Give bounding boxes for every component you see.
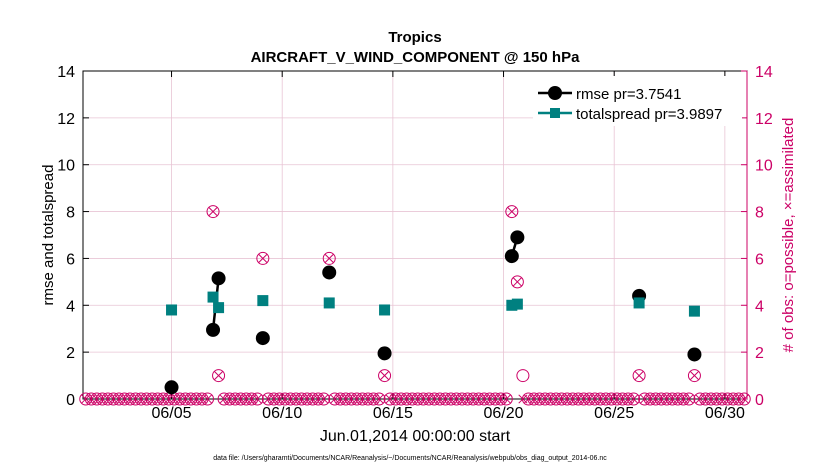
totalspread-point <box>323 297 335 309</box>
obs-assimilated-marker <box>374 394 384 404</box>
obs-possible-marker <box>372 392 386 406</box>
rmse-point <box>211 271 226 286</box>
obs-assimilated-marker <box>208 207 218 217</box>
legend-totalspread-label: totalspread pr=3.9897 <box>576 106 722 123</box>
obs-possible-marker <box>250 392 264 406</box>
obs-assimilated-marker <box>684 394 694 404</box>
chart-subtitle: AIRCRAFT_V_WIND_COMPONENT @ 150 hPa <box>251 49 581 66</box>
totalspread-point <box>506 299 518 311</box>
y2-tick-label: 8 <box>755 205 764 222</box>
obs-count-markers <box>79 205 751 406</box>
obs-possible-marker <box>317 392 331 406</box>
obs-assimilated-marker <box>501 394 511 404</box>
obs-possible-marker <box>378 369 392 383</box>
x-tick-label: 06/30 <box>705 405 745 422</box>
obs-possible-marker <box>737 392 751 406</box>
x-axis-label: Jun.01,2014 00:00:00 start <box>320 428 511 445</box>
y2-tick-label: 2 <box>755 345 764 362</box>
obs-assimilated-marker <box>689 371 699 381</box>
y-tick-label: 8 <box>66 205 75 222</box>
y-tick-label: 14 <box>57 64 75 81</box>
obs-possible-marker <box>256 251 270 265</box>
rmse-point <box>687 347 702 362</box>
axes: 0 0 2 2 4 4 6 6 8 8 10 10 12 12 14 14 06/05 06/10 06/15 06/… <box>57 64 773 422</box>
obs-possible-marker <box>499 392 513 406</box>
totalspread-point <box>633 297 645 309</box>
obs-assimilated-marker <box>252 394 262 404</box>
y2-tick-label: 4 <box>755 298 764 315</box>
y2-tick-label: 0 <box>755 392 764 409</box>
x-tick-label: 06/25 <box>594 405 634 422</box>
legend-box <box>533 76 742 126</box>
obs-assimilated-marker <box>202 394 213 404</box>
obs-possible-marker <box>632 369 646 383</box>
series-layer <box>164 230 702 395</box>
rmse-point <box>504 249 519 264</box>
y-tick-label: 12 <box>57 111 75 128</box>
obs-possible-marker <box>201 392 214 406</box>
totalspread-point <box>511 298 523 310</box>
obs-possible-marker <box>322 251 336 265</box>
obs-possible-marker <box>510 275 524 289</box>
obs-possible-marker <box>687 369 701 383</box>
totalspread-point <box>379 304 391 316</box>
y2-tick-label: 10 <box>755 158 773 175</box>
rmse-point <box>377 346 392 361</box>
chart-title: Tropics <box>388 29 441 46</box>
y2-axis-label: # of obs: o=possible, ×=assimilated <box>780 118 797 353</box>
obs-assimilated-marker <box>629 394 639 404</box>
x-tick-label: 06/10 <box>262 405 302 422</box>
y-tick-label: 10 <box>57 158 75 175</box>
totalspread-point <box>688 305 700 317</box>
obs-possible-marker <box>682 392 696 406</box>
legend-rmse-marker <box>548 86 562 100</box>
obs-assimilated-marker <box>324 253 334 263</box>
totalspread-point <box>207 291 219 303</box>
rmse-point <box>322 265 337 280</box>
obs-possible-marker <box>627 392 641 406</box>
obs-assimilated-marker <box>512 277 522 287</box>
rmse-point <box>164 380 179 395</box>
y-tick-label: 2 <box>66 345 75 362</box>
obs-assimilated-marker <box>380 371 390 381</box>
legend: rmse pr=3.7541 totalspread pr=3.9897 <box>533 76 742 126</box>
data-file-footnote: data file: /Users/gharamti/Documents/NCA… <box>213 455 607 462</box>
x-tick-label: 06/05 <box>152 405 192 422</box>
obs-possible-marker <box>212 369 226 383</box>
obs-assimilated-marker <box>214 371 224 381</box>
rmse-point <box>255 331 270 346</box>
obs-possible-marker <box>206 205 220 219</box>
x-tick-label: 06/20 <box>484 405 524 422</box>
obs-possible-marker <box>505 205 519 219</box>
x-tick-label: 06/15 <box>373 405 413 422</box>
obs-assimilated-marker <box>634 371 644 381</box>
y-tick-label: 6 <box>66 251 75 268</box>
obs-assimilated-marker <box>319 394 329 404</box>
y2-tick-label: 6 <box>755 251 764 268</box>
rmse-point <box>510 230 525 245</box>
y-tick-label: 4 <box>66 298 75 315</box>
obs-assimilated-marker <box>258 253 268 263</box>
obs-assimilated-marker <box>739 394 749 404</box>
y2-tick-label: 12 <box>755 111 773 128</box>
y2-tick-label: 14 <box>755 64 773 81</box>
legend-totalspread-marker <box>550 108 560 118</box>
obs-possible-marker <box>516 369 530 383</box>
legend-rmse-label: rmse pr=3.7541 <box>576 86 681 103</box>
totalspread-point <box>166 304 178 316</box>
obs-assimilated-marker <box>507 207 517 217</box>
totalspread-point <box>257 295 269 307</box>
y-tick-label: 0 <box>66 392 75 409</box>
totalspread-point <box>213 302 225 314</box>
y-axis-label: rmse and totalspread <box>40 165 57 306</box>
rmse-point <box>206 322 221 337</box>
